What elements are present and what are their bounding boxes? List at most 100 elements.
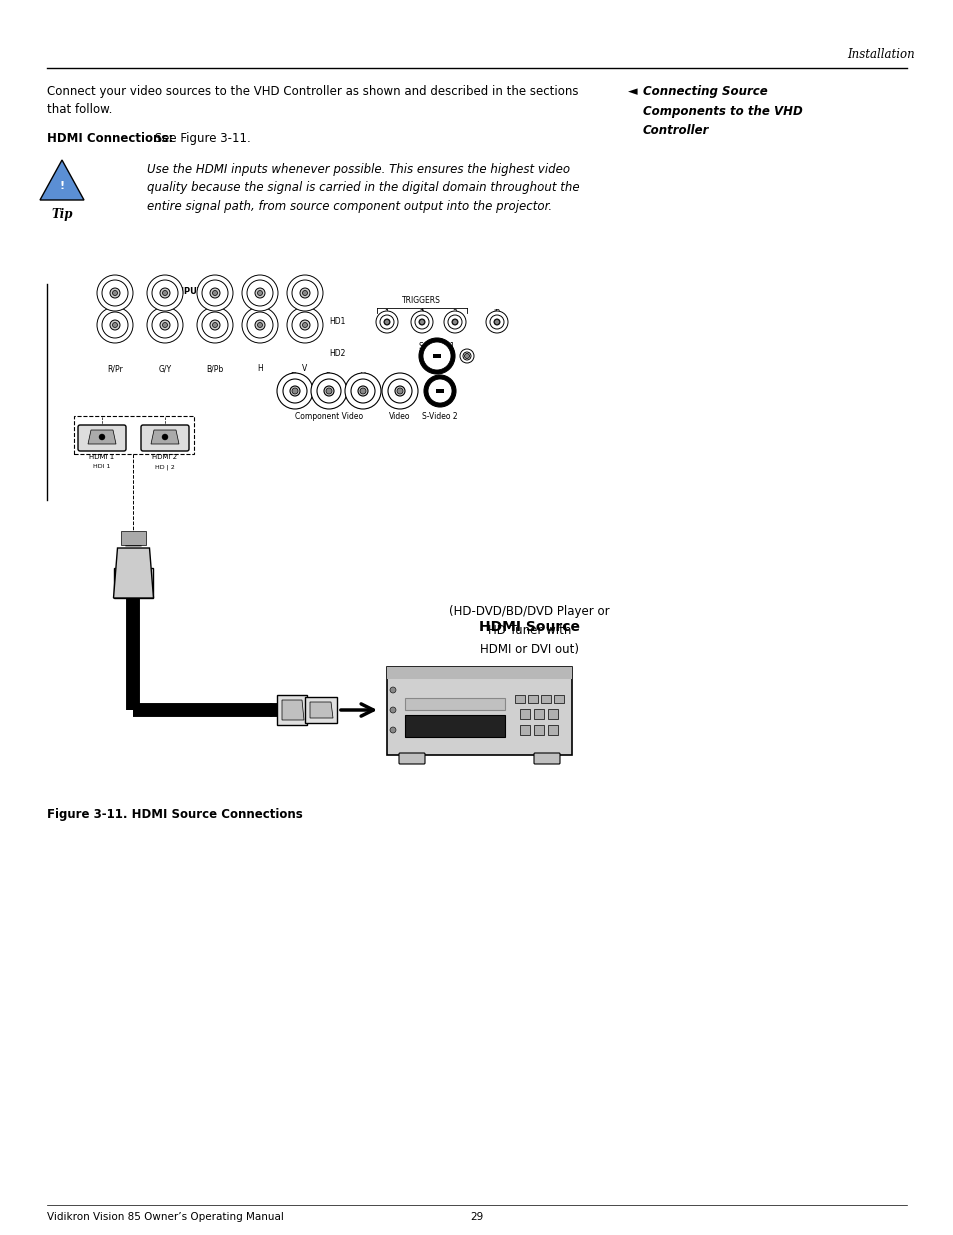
Circle shape — [384, 319, 390, 325]
Circle shape — [287, 275, 323, 311]
Circle shape — [422, 342, 451, 370]
FancyBboxPatch shape — [540, 695, 551, 703]
Text: B/Pb: B/Pb — [206, 296, 223, 305]
Text: !: ! — [59, 182, 65, 191]
Text: 2: 2 — [419, 309, 424, 317]
Text: See Figure 3-11.: See Figure 3-11. — [151, 132, 251, 144]
Polygon shape — [282, 700, 304, 720]
Circle shape — [242, 275, 277, 311]
FancyBboxPatch shape — [547, 725, 558, 735]
Text: Installation: Installation — [846, 48, 914, 61]
Text: R/Pr: R/Pr — [107, 296, 123, 305]
Circle shape — [110, 288, 120, 298]
Text: IR: IR — [493, 309, 500, 317]
Circle shape — [357, 387, 368, 396]
FancyBboxPatch shape — [276, 695, 307, 725]
Text: Connect your video sources to the VHD Controller as shown and described in the s: Connect your video sources to the VHD Co… — [47, 85, 578, 116]
Circle shape — [494, 320, 499, 325]
Circle shape — [254, 288, 265, 298]
FancyBboxPatch shape — [534, 709, 543, 719]
Text: TRIGGERS: TRIGGERS — [401, 296, 440, 305]
Circle shape — [257, 322, 262, 327]
Text: ◄: ◄ — [627, 85, 637, 98]
Polygon shape — [113, 548, 153, 598]
Text: H: H — [257, 296, 263, 305]
Text: Pb: Pb — [290, 372, 299, 382]
Circle shape — [419, 320, 424, 325]
Circle shape — [276, 373, 313, 409]
Circle shape — [302, 322, 307, 327]
Text: S-Video 2: S-Video 2 — [422, 412, 457, 421]
Circle shape — [316, 379, 340, 403]
Circle shape — [196, 275, 233, 311]
Text: INPUTS: INPUTS — [174, 287, 209, 296]
Circle shape — [210, 320, 220, 330]
Circle shape — [160, 320, 170, 330]
FancyBboxPatch shape — [398, 753, 424, 764]
Circle shape — [162, 290, 168, 295]
FancyBboxPatch shape — [436, 389, 443, 393]
Text: V: V — [302, 296, 307, 305]
Text: B/Pb: B/Pb — [206, 364, 223, 373]
Circle shape — [97, 275, 132, 311]
Circle shape — [388, 379, 412, 403]
Circle shape — [162, 322, 168, 327]
Circle shape — [213, 322, 217, 327]
Circle shape — [283, 379, 307, 403]
Circle shape — [379, 315, 394, 329]
Circle shape — [464, 354, 469, 358]
Circle shape — [452, 320, 457, 325]
Circle shape — [147, 275, 183, 311]
FancyBboxPatch shape — [527, 695, 537, 703]
Text: G/Y: G/Y — [158, 296, 172, 305]
Circle shape — [292, 280, 317, 306]
Circle shape — [411, 311, 433, 333]
FancyBboxPatch shape — [387, 667, 572, 679]
Text: V: V — [302, 364, 307, 373]
Text: Tip: Tip — [51, 207, 72, 221]
Circle shape — [210, 288, 220, 298]
Circle shape — [112, 290, 117, 295]
FancyBboxPatch shape — [519, 709, 530, 719]
FancyBboxPatch shape — [433, 354, 440, 358]
Circle shape — [390, 687, 395, 693]
Circle shape — [375, 311, 397, 333]
Text: HDMI 2: HDMI 2 — [152, 454, 177, 459]
Circle shape — [324, 387, 334, 396]
Circle shape — [202, 312, 228, 338]
Circle shape — [102, 280, 128, 306]
FancyBboxPatch shape — [534, 753, 559, 764]
Circle shape — [485, 311, 507, 333]
Circle shape — [152, 280, 178, 306]
Text: Component Video: Component Video — [294, 412, 363, 421]
Circle shape — [452, 319, 457, 325]
FancyBboxPatch shape — [387, 667, 572, 755]
Circle shape — [448, 315, 461, 329]
Circle shape — [287, 308, 323, 343]
Text: Figure 3-11. HDMI Source Connections: Figure 3-11. HDMI Source Connections — [47, 808, 302, 821]
Text: G/Y: G/Y — [158, 364, 172, 373]
Text: 1: 1 — [384, 309, 389, 317]
Circle shape — [443, 311, 465, 333]
FancyBboxPatch shape — [554, 695, 563, 703]
Text: HDMI 1: HDMI 1 — [90, 454, 114, 459]
Circle shape — [102, 312, 128, 338]
Polygon shape — [310, 701, 333, 718]
Circle shape — [494, 319, 499, 325]
Circle shape — [299, 288, 310, 298]
Polygon shape — [88, 430, 116, 445]
FancyBboxPatch shape — [405, 715, 504, 737]
Text: H: H — [257, 364, 263, 373]
Circle shape — [311, 373, 347, 409]
Circle shape — [384, 320, 389, 325]
Text: HDI 1: HDI 1 — [93, 464, 111, 469]
FancyBboxPatch shape — [141, 425, 189, 451]
FancyBboxPatch shape — [305, 697, 336, 722]
Text: HDMI Source: HDMI Source — [478, 620, 579, 634]
Text: R/Pr: R/Pr — [107, 364, 123, 373]
Circle shape — [290, 387, 299, 396]
Polygon shape — [40, 161, 84, 200]
Text: Connecting Source
Components to the VHD
Controller: Connecting Source Components to the VHD … — [642, 85, 801, 137]
FancyBboxPatch shape — [515, 695, 524, 703]
Circle shape — [423, 375, 456, 408]
